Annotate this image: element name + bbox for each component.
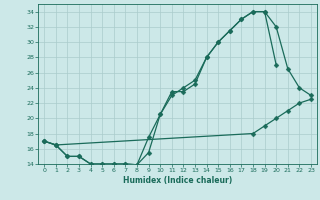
X-axis label: Humidex (Indice chaleur): Humidex (Indice chaleur) bbox=[123, 176, 232, 185]
